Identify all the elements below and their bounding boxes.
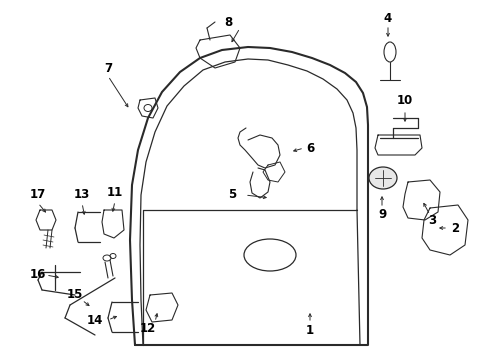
Text: 11: 11 xyxy=(107,186,123,199)
Text: 1: 1 xyxy=(306,324,314,337)
Text: 16: 16 xyxy=(30,269,46,282)
Text: 8: 8 xyxy=(224,15,232,28)
Text: 15: 15 xyxy=(67,288,83,302)
Text: 5: 5 xyxy=(228,189,236,202)
Text: 7: 7 xyxy=(104,62,112,75)
Text: 4: 4 xyxy=(384,12,392,24)
Text: 17: 17 xyxy=(30,189,46,202)
Text: 12: 12 xyxy=(140,321,156,334)
Text: 2: 2 xyxy=(451,221,459,234)
Text: 10: 10 xyxy=(397,94,413,107)
Text: 14: 14 xyxy=(87,314,103,327)
Text: 3: 3 xyxy=(428,213,436,226)
Text: 6: 6 xyxy=(306,141,314,154)
Text: 13: 13 xyxy=(74,189,90,202)
Ellipse shape xyxy=(369,167,397,189)
Text: 9: 9 xyxy=(378,208,386,221)
